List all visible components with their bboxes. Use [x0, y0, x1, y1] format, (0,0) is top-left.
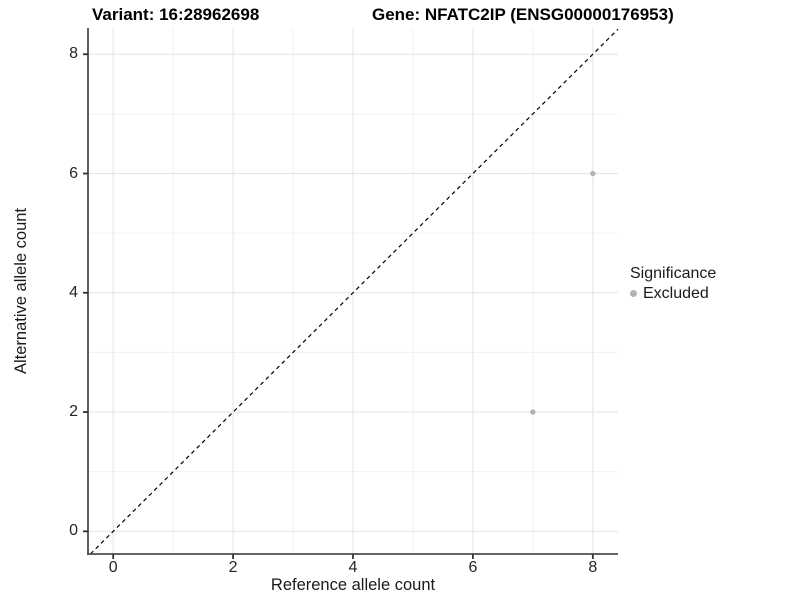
- y-tick-label: 8: [69, 45, 78, 63]
- legend: Significance Excluded: [630, 264, 716, 303]
- x-axis-label: Reference allele count: [270, 576, 436, 594]
- legend-point-icon: [630, 290, 637, 297]
- legend-item-label: Excluded: [643, 285, 709, 302]
- variant-title: Variant: 16:28962698: [92, 5, 260, 24]
- x-tick-label: 6: [468, 559, 478, 576]
- x-tick-label: 2: [228, 559, 238, 576]
- legend-title: Significance: [630, 265, 717, 282]
- data-point: [530, 409, 536, 415]
- y-tick-label: 2: [69, 403, 78, 421]
- gene-title: Gene: NFATC2IP (ENSG00000176953): [372, 5, 674, 24]
- x-tick-label: 8: [588, 559, 598, 576]
- x-tick-label: 0: [108, 559, 118, 576]
- identity-line: [89, 28, 619, 555]
- y-tick-label: 0: [69, 522, 78, 540]
- y-tick-label: 6: [69, 164, 78, 182]
- y-tick-label: 4: [69, 283, 78, 301]
- legend-item-excluded: Excluded: [630, 284, 716, 303]
- x-tick-label: 4: [348, 559, 358, 576]
- data-point: [590, 170, 596, 177]
